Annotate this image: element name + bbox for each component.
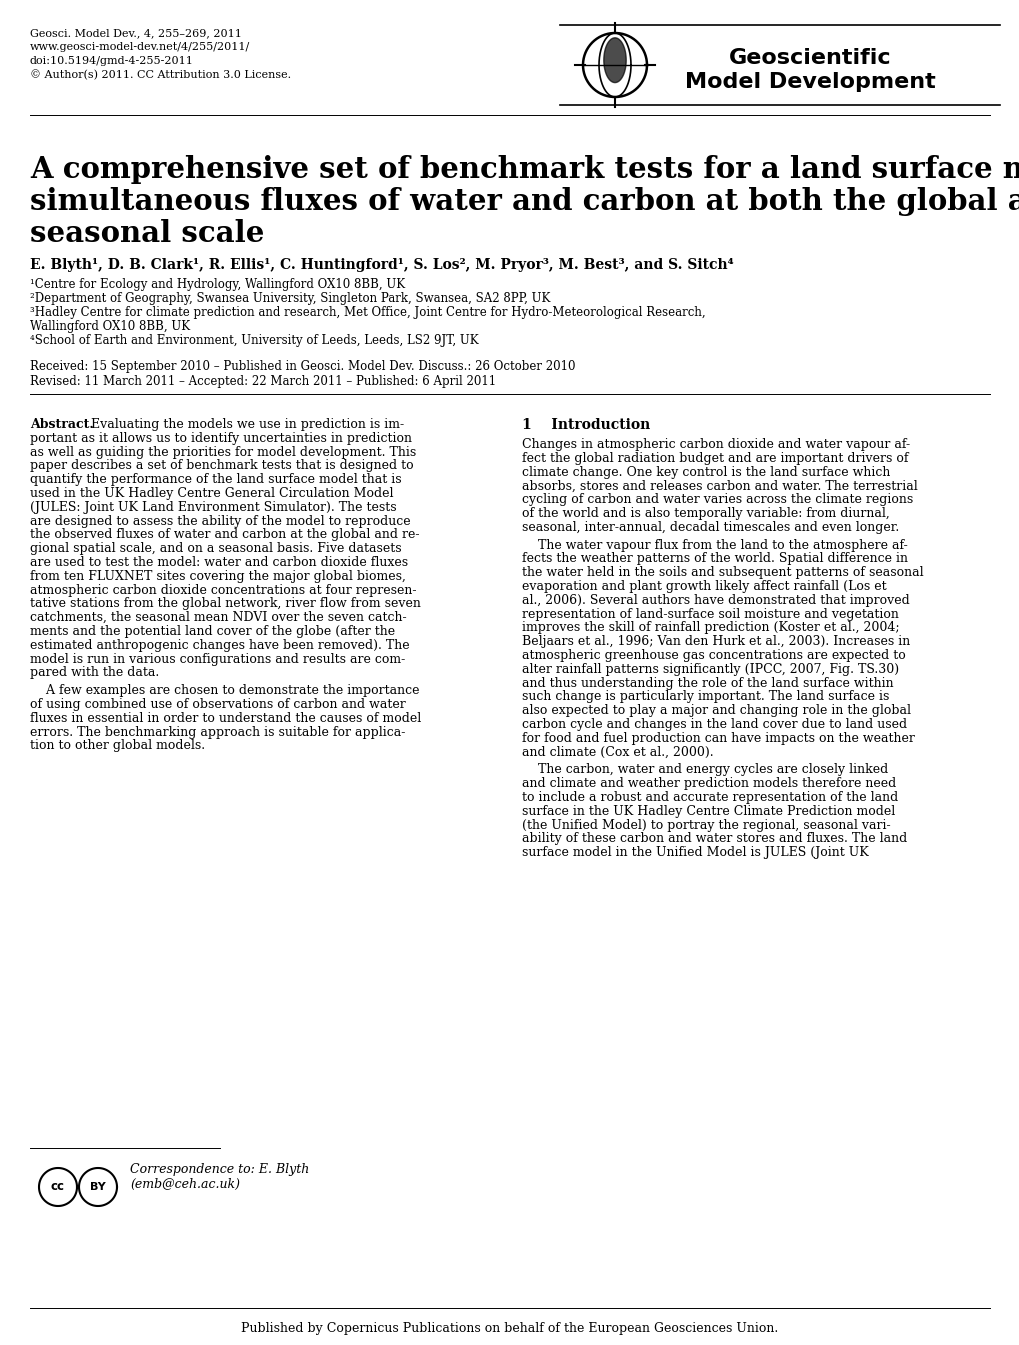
Text: gional spatial scale, and on a seasonal basis. Five datasets: gional spatial scale, and on a seasonal … (30, 542, 401, 555)
Text: ²Department of Geography, Swansea University, Singleton Park, Swansea, SA2 8PP, : ²Department of Geography, Swansea Univer… (30, 292, 550, 305)
Text: from ten FLUXNET sites covering the major global biomes,: from ten FLUXNET sites covering the majo… (30, 570, 406, 582)
Text: seasonal, inter-annual, decadal timescales and even longer.: seasonal, inter-annual, decadal timescal… (522, 521, 899, 534)
Text: (emb@ceh.ac.uk): (emb@ceh.ac.uk) (129, 1178, 239, 1192)
Text: are designed to assess the ability of the model to reproduce: are designed to assess the ability of th… (30, 515, 411, 527)
Text: also expected to play a major and changing role in the global: also expected to play a major and changi… (522, 705, 910, 717)
Text: Geoscientific: Geoscientific (728, 48, 891, 69)
Text: Model Development: Model Development (684, 73, 934, 91)
Text: Revised: 11 March 2011 – Accepted: 22 March 2011 – Published: 6 April 2011: Revised: 11 March 2011 – Accepted: 22 Ma… (30, 375, 495, 387)
Text: and climate and weather prediction models therefore need: and climate and weather prediction model… (522, 777, 896, 791)
Text: doi:10.5194/gmd-4-255-2011: doi:10.5194/gmd-4-255-2011 (30, 56, 194, 66)
Text: Beljaars et al., 1996; Van den Hurk et al., 2003). Increases in: Beljaars et al., 1996; Van den Hurk et a… (522, 635, 909, 648)
Text: seasonal scale: seasonal scale (30, 219, 264, 247)
Text: atmospheric carbon dioxide concentrations at four represen-: atmospheric carbon dioxide concentration… (30, 584, 416, 597)
Text: and thus understanding the role of the land surface within: and thus understanding the role of the l… (522, 677, 893, 690)
Text: The water vapour flux from the land to the atmosphere af-: The water vapour flux from the land to t… (522, 538, 907, 551)
Text: tion to other global models.: tion to other global models. (30, 740, 205, 752)
Text: Received: 15 September 2010 – Published in Geosci. Model Dev. Discuss.: 26 Octob: Received: 15 September 2010 – Published … (30, 360, 575, 373)
Text: © Author(s) 2011. CC Attribution 3.0 License.: © Author(s) 2011. CC Attribution 3.0 Lic… (30, 70, 290, 81)
Text: surface model in the Unified Model is JULES (Joint UK: surface model in the Unified Model is JU… (522, 846, 868, 859)
Text: www.geosci-model-dev.net/4/255/2011/: www.geosci-model-dev.net/4/255/2011/ (30, 42, 250, 52)
Text: are used to test the model: water and carbon dioxide fluxes: are used to test the model: water and ca… (30, 555, 408, 569)
Text: climate change. One key control is the land surface which: climate change. One key control is the l… (522, 465, 890, 479)
Text: of using combined use of observations of carbon and water: of using combined use of observations of… (30, 698, 406, 712)
Text: as well as guiding the priorities for model development. This: as well as guiding the priorities for mo… (30, 445, 416, 459)
Text: E. Blyth¹, D. B. Clark¹, R. Ellis¹, C. Huntingford¹, S. Los², M. Pryor³, M. Best: E. Blyth¹, D. B. Clark¹, R. Ellis¹, C. H… (30, 258, 733, 272)
Text: absorbs, stores and releases carbon and water. The terrestrial: absorbs, stores and releases carbon and … (522, 479, 917, 492)
Text: A comprehensive set of benchmark tests for a land surface model of: A comprehensive set of benchmark tests f… (30, 155, 1019, 184)
Text: used in the UK Hadley Centre General Circulation Model: used in the UK Hadley Centre General Cir… (30, 487, 393, 500)
Text: ments and the potential land cover of the globe (after the: ments and the potential land cover of th… (30, 625, 394, 638)
Text: ¹Centre for Ecology and Hydrology, Wallingford OX10 8BB, UK: ¹Centre for Ecology and Hydrology, Walli… (30, 278, 405, 291)
Text: such change is particularly important. The land surface is: such change is particularly important. T… (522, 690, 889, 703)
Text: 1    Introduction: 1 Introduction (522, 418, 650, 432)
Text: Geosci. Model Dev., 4, 255–269, 2011: Geosci. Model Dev., 4, 255–269, 2011 (30, 28, 242, 38)
Text: Evaluating the models we use in prediction is im-: Evaluating the models we use in predicti… (87, 418, 404, 430)
Text: quantify the performance of the land surface model that is: quantify the performance of the land sur… (30, 473, 401, 486)
Text: alter rainfall patterns significantly (IPCC, 2007, Fig. TS.30): alter rainfall patterns significantly (I… (522, 663, 898, 675)
Text: Changes in atmospheric carbon dioxide and water vapour af-: Changes in atmospheric carbon dioxide an… (522, 438, 909, 451)
Text: and climate (Cox et al., 2000).: and climate (Cox et al., 2000). (522, 745, 713, 759)
Text: (JULES: Joint UK Land Environment Simulator). The tests: (JULES: Joint UK Land Environment Simula… (30, 500, 396, 514)
Text: fect the global radiation budget and are important drivers of: fect the global radiation budget and are… (522, 452, 908, 465)
Text: Correspondence to: E. Blyth: Correspondence to: E. Blyth (129, 1163, 309, 1176)
Text: Abstract.: Abstract. (30, 418, 94, 430)
Text: cc: cc (51, 1181, 65, 1193)
Text: A few examples are chosen to demonstrate the importance: A few examples are chosen to demonstrate… (30, 685, 419, 697)
Text: ³Hadley Centre for climate prediction and research, Met Office, Joint Centre for: ³Hadley Centre for climate prediction an… (30, 307, 705, 319)
Text: estimated anthropogenic changes have been removed). The: estimated anthropogenic changes have bee… (30, 639, 410, 652)
Text: fects the weather patterns of the world. Spatial difference in: fects the weather patterns of the world.… (522, 553, 907, 565)
Text: catchments, the seasonal mean NDVI over the seven catch-: catchments, the seasonal mean NDVI over … (30, 611, 407, 624)
Text: ability of these carbon and water stores and fluxes. The land: ability of these carbon and water stores… (522, 833, 906, 846)
Text: paper describes a set of benchmark tests that is designed to: paper describes a set of benchmark tests… (30, 460, 414, 472)
Text: the observed fluxes of water and carbon at the global and re-: the observed fluxes of water and carbon … (30, 529, 419, 542)
Text: representation of land-surface soil moisture and vegetation: representation of land-surface soil mois… (522, 608, 898, 620)
Text: atmospheric greenhouse gas concentrations are expected to: atmospheric greenhouse gas concentration… (522, 650, 905, 662)
Text: evaporation and plant growth likely affect rainfall (Los et: evaporation and plant growth likely affe… (522, 580, 886, 593)
Text: al., 2006). Several authors have demonstrated that improved: al., 2006). Several authors have demonst… (522, 593, 909, 607)
Text: Published by Copernicus Publications on behalf of the European Geosciences Union: Published by Copernicus Publications on … (242, 1322, 777, 1336)
Text: ⁴School of Earth and Environment, University of Leeds, Leeds, LS2 9JT, UK: ⁴School of Earth and Environment, Univer… (30, 334, 478, 347)
Text: fluxes in essential in order to understand the causes of model: fluxes in essential in order to understa… (30, 712, 421, 725)
Text: cycling of carbon and water varies across the climate regions: cycling of carbon and water varies acros… (522, 494, 912, 506)
Text: pared with the data.: pared with the data. (30, 666, 159, 679)
Text: BY: BY (90, 1182, 106, 1192)
Text: errors. The benchmarking approach is suitable for applica-: errors. The benchmarking approach is sui… (30, 725, 405, 738)
Text: carbon cycle and changes in the land cover due to land used: carbon cycle and changes in the land cov… (522, 718, 906, 730)
Text: portant as it allows us to identify uncertainties in prediction: portant as it allows us to identify unce… (30, 432, 412, 445)
Text: (the Unified Model) to portray the regional, seasonal vari-: (the Unified Model) to portray the regio… (522, 819, 890, 831)
Text: surface in the UK Hadley Centre Climate Prediction model: surface in the UK Hadley Centre Climate … (522, 804, 895, 818)
Text: improves the skill of rainfall prediction (Koster et al., 2004;: improves the skill of rainfall predictio… (522, 621, 899, 635)
Text: Wallingford OX10 8BB, UK: Wallingford OX10 8BB, UK (30, 320, 190, 334)
Text: tative stations from the global network, river flow from seven: tative stations from the global network,… (30, 597, 421, 611)
Polygon shape (603, 38, 626, 82)
Text: for food and fuel production can have impacts on the weather: for food and fuel production can have im… (522, 732, 914, 745)
Text: model is run in various configurations and results are com-: model is run in various configurations a… (30, 652, 405, 666)
Text: the water held in the soils and subsequent patterns of seasonal: the water held in the soils and subseque… (522, 566, 923, 580)
Text: simultaneous fluxes of water and carbon at both the global and: simultaneous fluxes of water and carbon … (30, 187, 1019, 217)
Text: to include a robust and accurate representation of the land: to include a robust and accurate represe… (522, 791, 898, 804)
Text: of the world and is also temporally variable: from diurnal,: of the world and is also temporally vari… (522, 507, 889, 521)
Text: The carbon, water and energy cycles are closely linked: The carbon, water and energy cycles are … (522, 764, 888, 776)
